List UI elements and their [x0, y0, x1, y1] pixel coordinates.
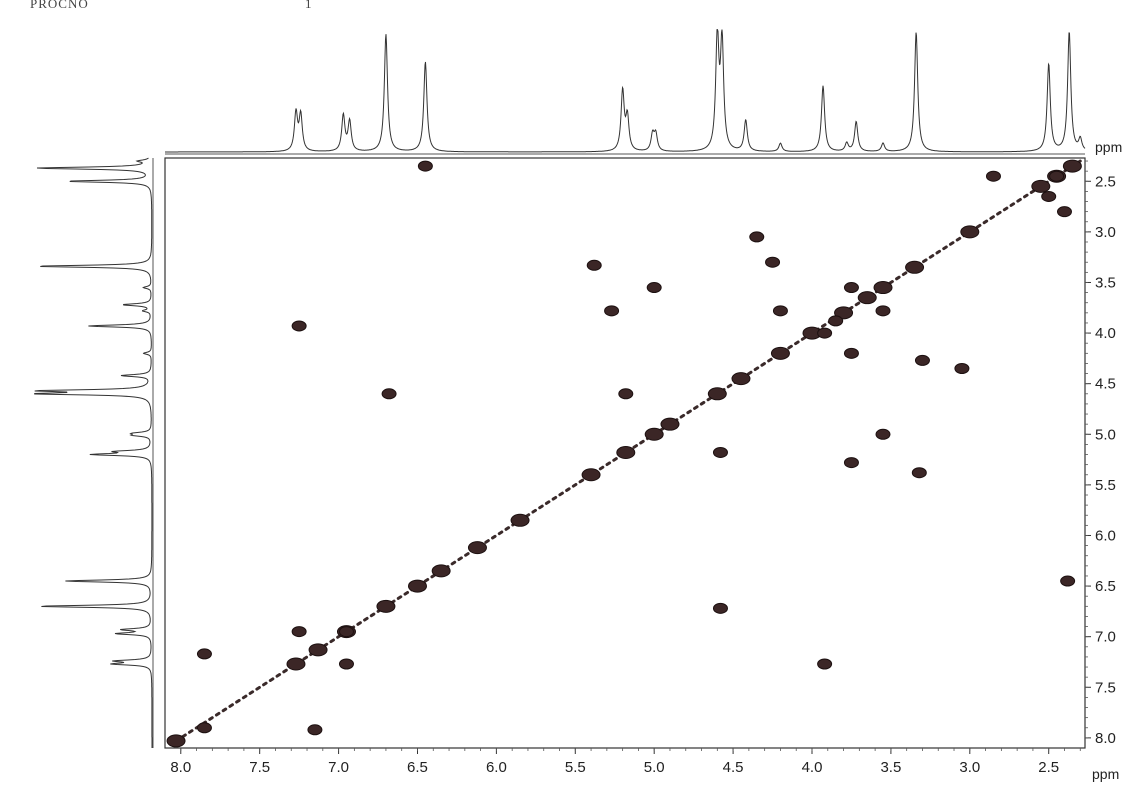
x-tick-label: 5.5 [565, 759, 586, 776]
left-projection-trace [34, 157, 153, 748]
x-tick-label: 4.0 [802, 759, 823, 776]
cross-peak [749, 231, 765, 243]
diagonal-peak [376, 599, 396, 613]
diagonal-peak [431, 564, 451, 578]
y-axis: 2.5 3.0 3.5 4.0 4.5 5.0 5.5 6.0 6.5 7.0 7.5 8.0 [1085, 160, 1116, 747]
x-tick-label: 8.0 [170, 759, 191, 776]
x-tick-label: 7.0 [328, 759, 349, 776]
x-tick-label: 2.5 [1038, 759, 1059, 776]
diagonal-peak [166, 734, 186, 748]
plot-frame [164, 157, 1086, 749]
cross-peak [914, 354, 930, 366]
cross-peak [291, 626, 307, 638]
y-tick-label: 3.5 [1095, 274, 1116, 291]
top-projection-trace [165, 29, 1086, 153]
cross-peak [618, 388, 634, 400]
y-tick-label: 4.5 [1095, 376, 1116, 393]
y-tick-label: 8.0 [1095, 730, 1116, 747]
diagonal-peak [1031, 179, 1051, 193]
diagonal-peak [770, 346, 790, 360]
cross-peak [985, 170, 1001, 182]
y-tick-label: 6.5 [1095, 578, 1116, 595]
cross-peak [772, 305, 788, 317]
cross-peak [196, 648, 212, 660]
x-axis-unit: ppm [1092, 766, 1119, 782]
cross-peak [338, 658, 354, 670]
cross-peak [1049, 170, 1065, 182]
diagonal-peak [581, 468, 601, 482]
cross-peak [1056, 206, 1072, 218]
x-tick-label: 3.0 [959, 759, 980, 776]
cross-peak [828, 315, 844, 327]
cross-peak [875, 428, 891, 440]
cross-peak [604, 305, 620, 317]
y-tick-label: 2.5 [1095, 173, 1116, 190]
diagonal-peak [510, 513, 530, 527]
x-tick-label: 6.5 [407, 759, 428, 776]
cross-peak [307, 724, 323, 736]
y-axis-unit: ppm [1095, 139, 1122, 155]
x-tick-label: 3.5 [880, 759, 901, 776]
cross-peak [417, 160, 433, 172]
cross-peak [646, 282, 662, 294]
cross-peak [291, 320, 307, 332]
diagonal-peak [308, 643, 328, 657]
diagonal-peak [1062, 159, 1082, 173]
cross-peak [817, 658, 833, 670]
diagonal-peak [644, 427, 664, 441]
cross-peak [817, 327, 833, 339]
cross-peak [843, 282, 859, 294]
cross-peak [875, 305, 891, 317]
cross-peak [712, 602, 728, 614]
x-tick-label: 5.0 [644, 759, 665, 776]
cross-peak [1060, 575, 1076, 587]
diagonal-peak [731, 372, 751, 386]
diagonal-peak [834, 306, 854, 320]
diagonal-peak [660, 417, 680, 431]
diagonal-peak [857, 291, 877, 305]
contour-peaks [166, 159, 1082, 748]
diagonal-peak [960, 225, 980, 239]
header-text-fragment: PROCNO [30, 0, 89, 11]
y-tick-label: 3.0 [1095, 224, 1116, 241]
y-tick-label: 4.0 [1095, 325, 1116, 342]
diagonal-peak [905, 260, 925, 274]
cross-peak [911, 467, 927, 479]
y-tick-label: 5.0 [1095, 426, 1116, 443]
diagonal-peak [286, 657, 306, 671]
cross-peak [196, 722, 212, 734]
y-tick-label: 6.0 [1095, 527, 1116, 544]
diagonal-peak [707, 387, 727, 401]
cross-peak [381, 388, 397, 400]
diagonal-peak [616, 445, 636, 459]
cross-peak [765, 256, 781, 268]
left-projection-spectrum [34, 157, 153, 748]
diagonal-peak [407, 579, 427, 593]
x-axis: 8.0 7.5 7.0 6.5 6.0 5.5 5.0 4.5 4.0 3.5 3.0 2.5 [170, 748, 1081, 776]
cross-peak [843, 347, 859, 359]
header-mark: 1 [305, 0, 312, 11]
y-tick-label: 7.5 [1095, 679, 1116, 696]
x-tick-label: 4.5 [723, 759, 744, 776]
diagonal-peak [873, 281, 893, 295]
diagonal-peak [467, 541, 487, 555]
y-tick-label: 5.5 [1095, 477, 1116, 494]
cross-peak [712, 446, 728, 458]
top-projection-spectrum [165, 29, 1086, 153]
x-tick-label: 7.5 [249, 759, 270, 776]
cross-peak [1041, 190, 1057, 202]
cross-peak [843, 457, 859, 469]
cross-peak [954, 362, 970, 374]
x-tick-label: 6.0 [486, 759, 507, 776]
y-tick-label: 7.0 [1095, 629, 1116, 646]
cross-peak [586, 259, 602, 271]
cross-peak [338, 626, 354, 638]
